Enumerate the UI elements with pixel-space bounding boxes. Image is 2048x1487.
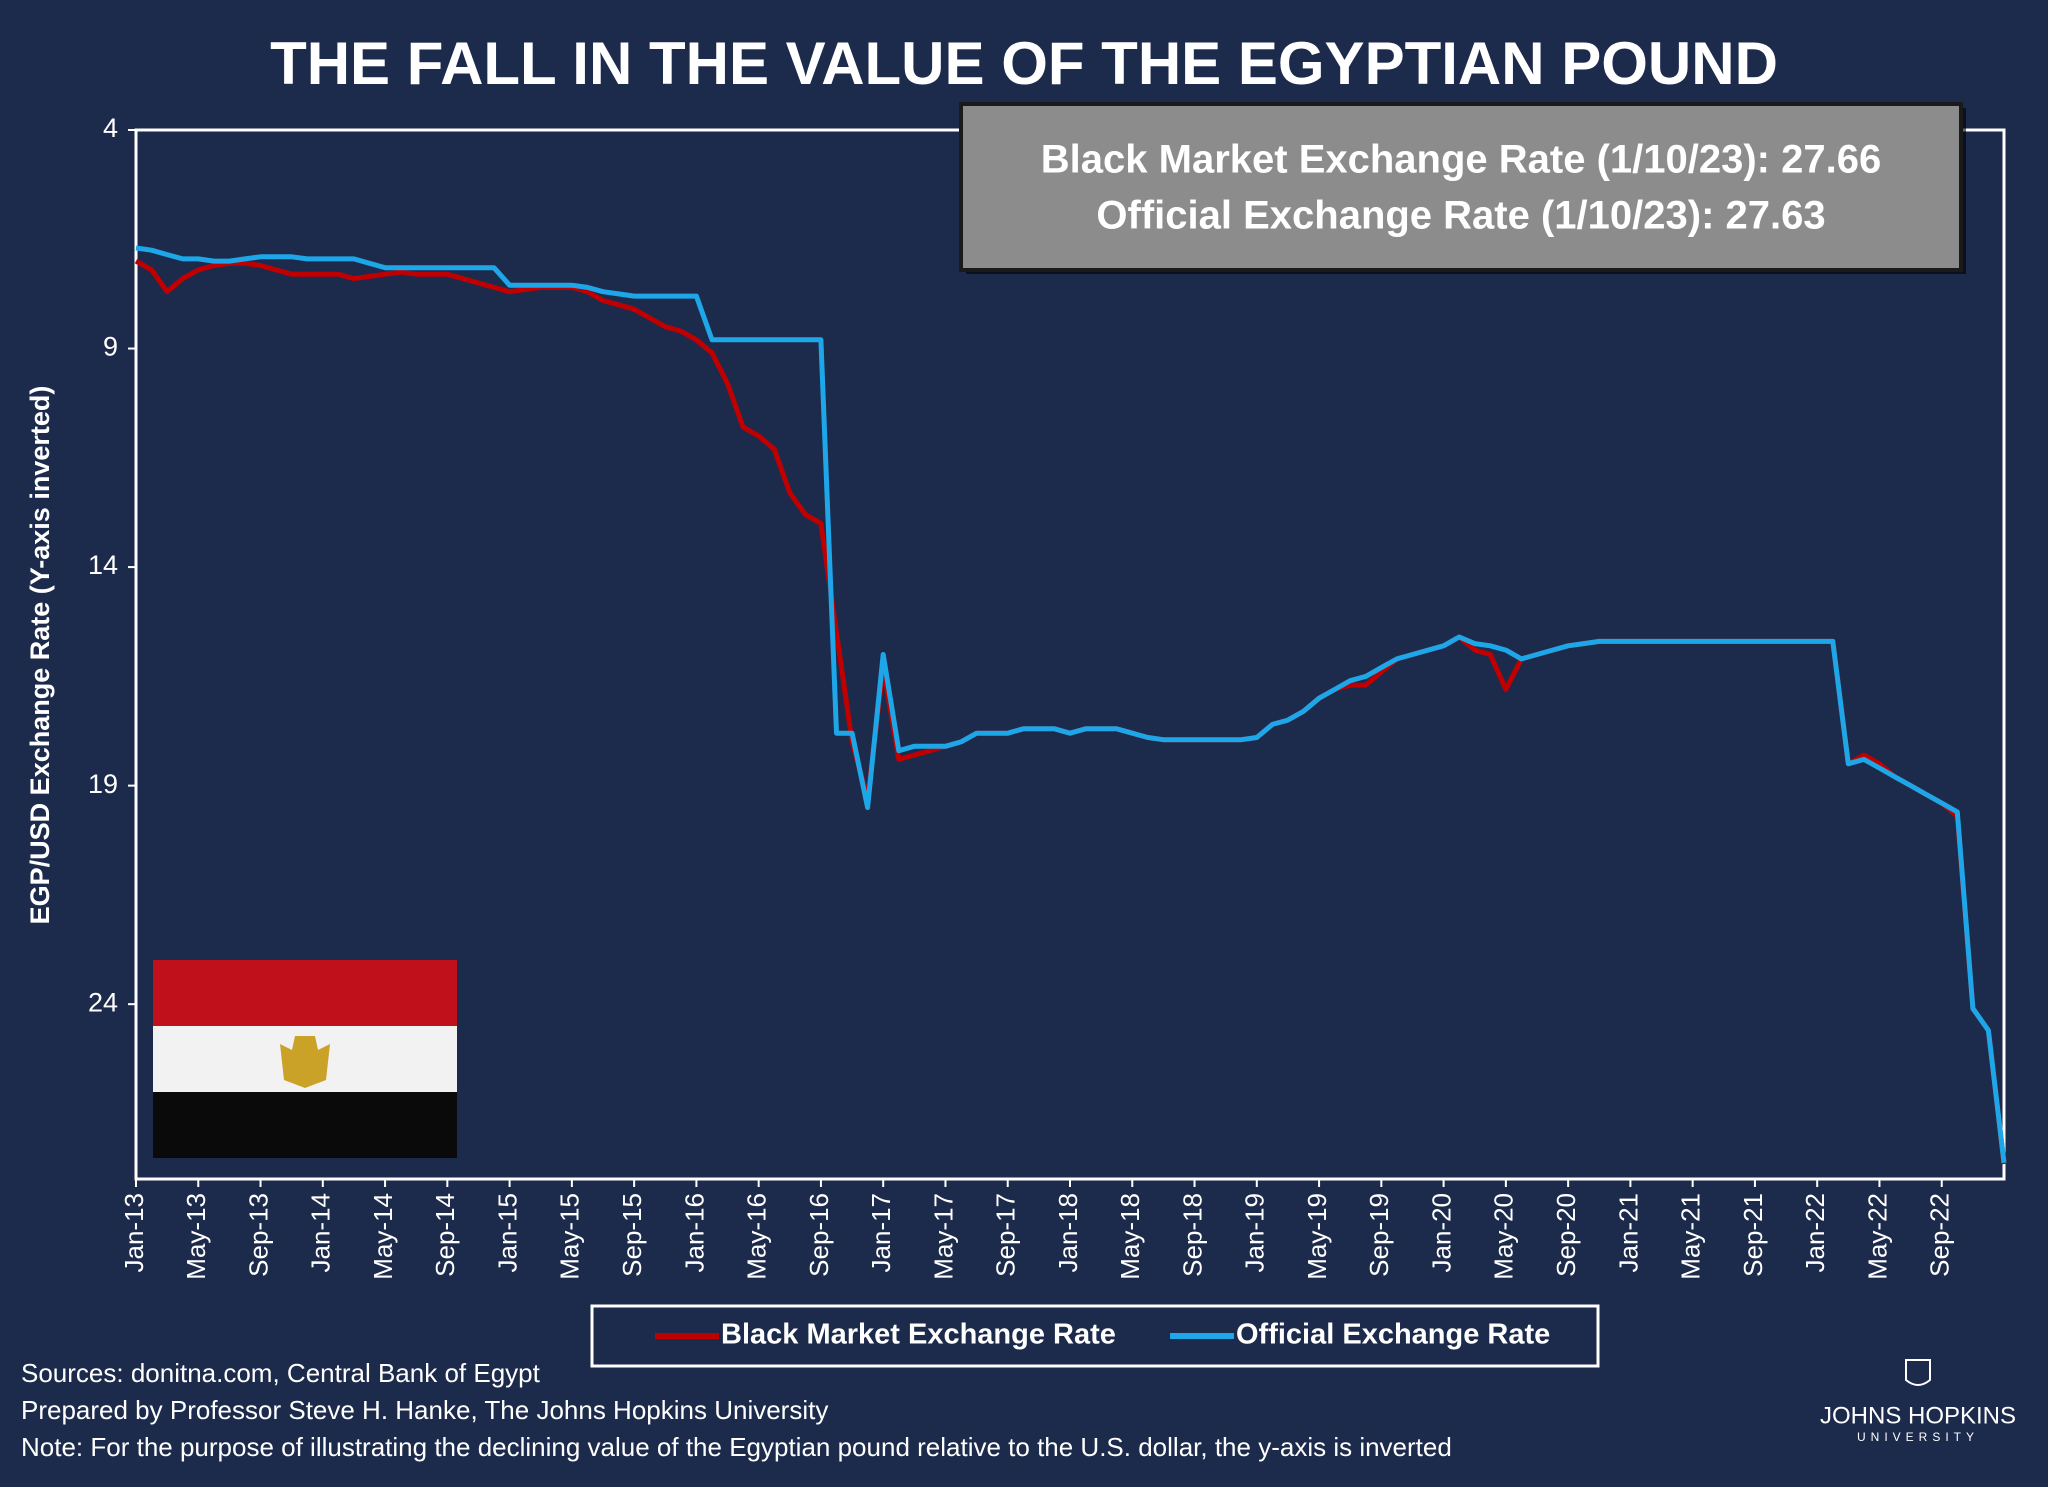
logo: JOHNS HOPKINS UNIVERSITY bbox=[1820, 1359, 2016, 1444]
flag-black bbox=[153, 1092, 457, 1158]
x-tick-label: Sep-16 bbox=[804, 1193, 834, 1277]
legend-label: Official Exchange Rate bbox=[1236, 1319, 1550, 1351]
y-tick-label: 24 bbox=[88, 987, 118, 1017]
x-tick-label: Jan-22 bbox=[1800, 1193, 1830, 1273]
x-tick-label: Sep-15 bbox=[617, 1193, 647, 1277]
x-tick-label: May-20 bbox=[1489, 1193, 1519, 1280]
source-note: Sources: donitna.com, Central Bank of Eg… bbox=[21, 1358, 541, 1388]
logo-name: JOHNS HOPKINS bbox=[1820, 1402, 2016, 1429]
x-tick-label: Jan-13 bbox=[119, 1193, 149, 1273]
x-tick-label: May-13 bbox=[181, 1193, 211, 1280]
chart-title: THE FALL IN THE VALUE OF THE EGYPTIAN PO… bbox=[270, 30, 1778, 97]
x-tick-label: Jan-16 bbox=[679, 1193, 709, 1273]
x-tick-label: May-16 bbox=[742, 1193, 772, 1280]
x-tick-label: Jan-14 bbox=[306, 1193, 336, 1273]
series-line bbox=[135, 245, 2007, 1164]
x-tick-label: Jan-19 bbox=[1240, 1193, 1270, 1273]
logo-sub: UNIVERSITY bbox=[1857, 1430, 1979, 1444]
flag-eagle bbox=[280, 1036, 330, 1088]
legend-label: Black Market Exchange Rate bbox=[721, 1319, 1116, 1351]
x-tick-label: May-21 bbox=[1676, 1193, 1706, 1280]
x-tick-label: Sep-22 bbox=[1925, 1193, 1955, 1277]
x-tick-label: Sep-19 bbox=[1364, 1193, 1394, 1277]
x-tick-label: May-18 bbox=[1115, 1193, 1145, 1280]
x-tick-label: Sep-21 bbox=[1738, 1193, 1768, 1277]
flag-red bbox=[153, 960, 457, 1026]
y-axis-label: EGP/USD Exchange Rate (Y-axis inverted) bbox=[25, 386, 55, 925]
y-tick-label: 14 bbox=[88, 550, 118, 580]
x-tick-label: Jan-21 bbox=[1613, 1193, 1643, 1273]
x-tick-label: May-15 bbox=[555, 1193, 585, 1280]
x-tick-label: Sep-18 bbox=[1177, 1193, 1207, 1277]
legend-box bbox=[590, 1304, 1600, 1368]
legend: Black Market Exchange Rate Official Excha… bbox=[655, 1319, 1550, 1351]
x-tick-label: May-17 bbox=[928, 1193, 958, 1280]
y-tick-label: 9 bbox=[103, 332, 118, 362]
logo-shield bbox=[1905, 1359, 1931, 1386]
info-box-panel bbox=[959, 102, 1963, 272]
info-official: Official Exchange Rate (1/10/23): 27.63 bbox=[1096, 194, 1825, 238]
axis-note: Note: For the purpose of illustrating th… bbox=[21, 1432, 1452, 1462]
info-black-market: Black Market Exchange Rate (1/10/23): 27… bbox=[1041, 138, 1881, 182]
plot-area: 4 9 14 19 24 Jan-13 May-13 Sep-13 Jan-14 May-14 Se… bbox=[88, 113, 2007, 1280]
x-tick-label: May-14 bbox=[368, 1193, 398, 1280]
x-tick-label: Sep-13 bbox=[243, 1193, 273, 1277]
x-tick-label: Jan-20 bbox=[1426, 1193, 1456, 1273]
x-tick-label: Sep-20 bbox=[1551, 1193, 1581, 1277]
x-tick-label: Sep-14 bbox=[430, 1193, 460, 1277]
y-tick-label: 4 bbox=[103, 113, 118, 143]
prepared-note: Prepared by Professor Steve H. Hanke, Th… bbox=[21, 1395, 828, 1425]
flag bbox=[153, 960, 457, 1158]
x-tick-label: Jan-15 bbox=[492, 1193, 522, 1273]
y-tick-label: 19 bbox=[88, 769, 118, 799]
x-tick-label: Jan-17 bbox=[866, 1193, 896, 1273]
x-tick-label: Jan-18 bbox=[1053, 1193, 1083, 1273]
x-tick-label: Sep-17 bbox=[991, 1193, 1021, 1277]
x-tick-label: May-22 bbox=[1862, 1193, 1892, 1280]
x-tick-label: May-19 bbox=[1302, 1193, 1332, 1280]
info-box: Black Market Exchange Rate (1/10/23): 27… bbox=[959, 102, 1966, 274]
